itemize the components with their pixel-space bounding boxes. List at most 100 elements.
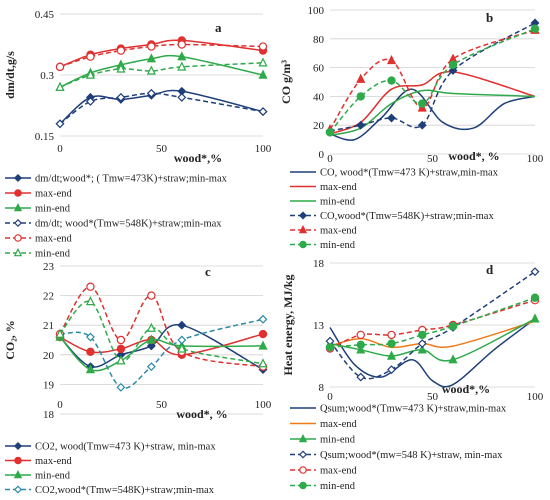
y-tick-label: 0.15 (35, 131, 55, 143)
legend-entry: min-end (320, 435, 356, 446)
data-point (116, 344, 126, 354)
y-tick-label: 20 (313, 120, 325, 132)
y-axis-label: CO₂, % (3, 320, 17, 360)
panel-label: a (215, 20, 222, 35)
x-tick-label: 100 (527, 153, 544, 165)
legend-marker (14, 456, 22, 465)
legend-entry: min-end (35, 204, 71, 215)
y-tick-label: 23 (43, 261, 55, 273)
data-point (146, 53, 156, 63)
x-tick-label: 0 (57, 143, 63, 155)
legend-marker (13, 202, 23, 212)
data-point (258, 57, 268, 67)
data-point (258, 314, 268, 324)
legend-marker (298, 450, 308, 459)
data-point (387, 330, 396, 340)
data-point (356, 340, 365, 350)
data-point (55, 328, 65, 338)
data-point (530, 24, 540, 33)
data-point (530, 293, 540, 302)
data-point (86, 347, 95, 357)
data-point (55, 119, 65, 129)
series-c-4 (55, 282, 268, 371)
legend-entry: max-end (320, 419, 357, 430)
legend-entry: max-end (35, 234, 72, 245)
data-point (325, 343, 335, 352)
legend-entry: CO, wood*(Tmw=473 K)+straw,min-max (320, 168, 499, 179)
series-c-0 (55, 320, 268, 375)
data-point (356, 73, 366, 83)
y-axis-label: CO g/m³ (279, 60, 293, 104)
y-tick-label: 100 (308, 5, 325, 17)
data-point (147, 42, 156, 51)
data-point (177, 51, 187, 61)
data-point (417, 339, 427, 349)
series-line (59, 300, 264, 365)
y-tick-label: 40 (313, 91, 325, 103)
x-tick-label: 0 (327, 391, 333, 403)
series-line (59, 62, 264, 88)
data-point (386, 54, 397, 65)
data-point (387, 113, 396, 123)
data-point (146, 341, 156, 351)
y-tick-label: 13 (313, 320, 325, 332)
legend-marker (13, 173, 23, 183)
data-point (147, 291, 156, 300)
data-point (85, 364, 96, 374)
y-tick-label: 60 (313, 63, 325, 75)
series-a-4 (55, 40, 268, 72)
legend-marker (14, 234, 22, 242)
data-point (387, 339, 396, 348)
data-point (86, 282, 95, 291)
series-a-5 (55, 57, 268, 91)
x-tick-label: 100 (527, 391, 544, 403)
data-point (116, 382, 126, 392)
legend-entry: max-end (320, 182, 357, 193)
data-point (418, 330, 427, 340)
data-point (387, 365, 396, 375)
series-line (329, 271, 536, 380)
y-axis-label: dm/dt,g/s (3, 51, 17, 99)
data-point (448, 60, 458, 69)
legend-entry: Qsum;wood*(Tmw=473 K)+straw,min-max (320, 404, 507, 415)
legend: Qsum;wood*(Tmw=473 K)+straw,min-max max-e… (290, 404, 507, 492)
legend-marker (14, 189, 22, 197)
x-axis-label: wood*, % (448, 149, 499, 163)
series-line (59, 43, 264, 68)
legend-entry: Qsum;wood*(mw=548 K)+straw, min-max (320, 450, 503, 461)
panel-b: 0 20 40 60 80 100 0 50 100 b wood*, % CO g/m³ CO, wo… (279, 5, 544, 251)
legend: CO2, wood(Tmw=473 K)+straw, min-max max-e… (5, 442, 216, 500)
legend-marker (299, 466, 307, 474)
data-point (417, 344, 427, 354)
x-tick-label: 0 (57, 399, 63, 411)
x-axis-label: wood*,% (174, 151, 222, 165)
data-point (116, 355, 126, 365)
legend-marker (13, 485, 23, 494)
data-point (530, 313, 540, 323)
data-point (448, 354, 458, 364)
legend-marker (298, 224, 308, 234)
series-line (329, 318, 536, 388)
x-tick-label: 50 (156, 143, 168, 155)
data-point (356, 92, 365, 101)
data-point (356, 372, 366, 382)
legend-entry: max-end (35, 456, 72, 467)
data-point (258, 42, 268, 51)
legend-entry: max-end (320, 226, 357, 237)
series-line (329, 297, 536, 349)
series-b-3 (325, 18, 540, 136)
data-point (116, 63, 126, 73)
series-line (59, 318, 264, 389)
y-tick-label: 8 (319, 382, 325, 394)
panel-label: b (486, 10, 493, 25)
x-tick-label: 50 (427, 153, 439, 165)
y-tick-label: 18 (313, 258, 325, 270)
panel-label: d (486, 262, 494, 277)
legend-marker (13, 441, 23, 451)
legend-entry: min-end (320, 197, 356, 208)
data-point (116, 335, 126, 345)
data-point (530, 267, 540, 277)
y-tick-label: 0.45 (35, 9, 55, 21)
legend-marker (13, 247, 23, 257)
